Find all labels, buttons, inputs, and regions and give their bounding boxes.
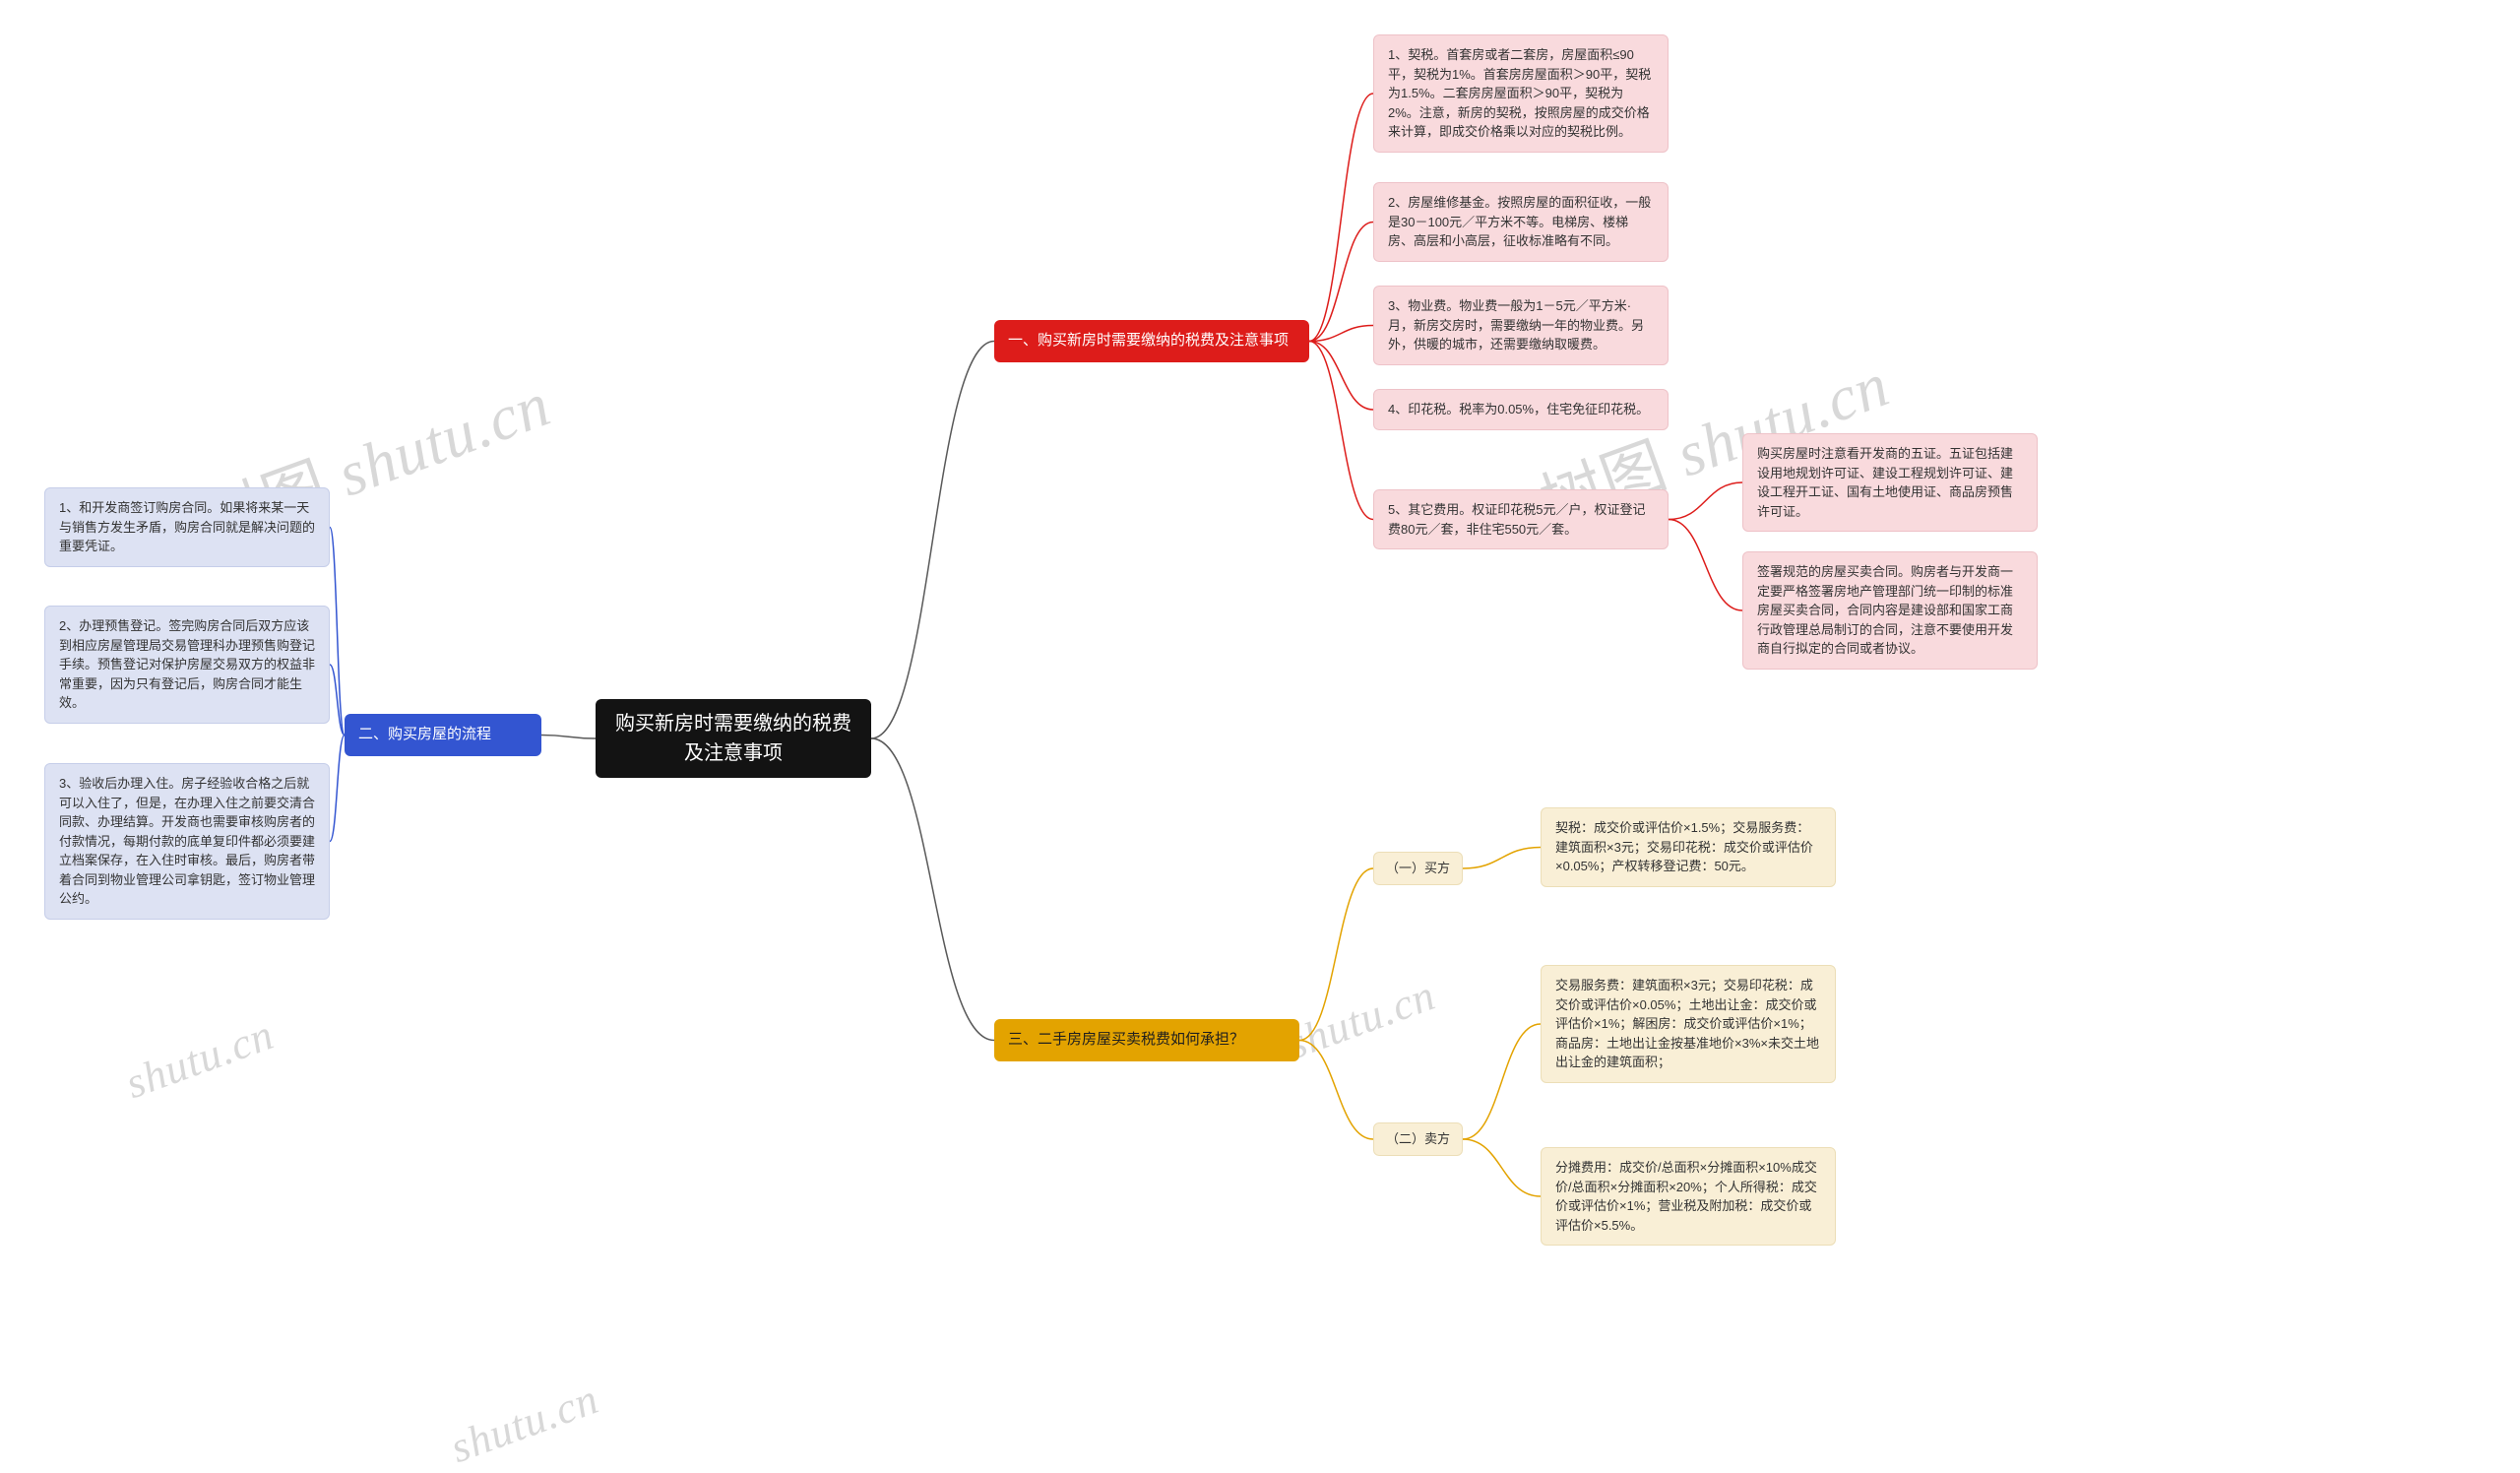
leaf-seller-detail-1[interactable]: 交易服务费：建筑面积×3元；交易印花税：成交价或评估价×0.05%；土地出让金：… (1541, 965, 1836, 1083)
leaf-seller[interactable]: （二）卖方 (1373, 1122, 1463, 1156)
leaf-deed-tax[interactable]: 1、契税。首套房或者二套房，房屋面积≤90平，契税为1%。首套房房屋面积＞90平… (1373, 34, 1669, 153)
leaf-five-certificates[interactable]: 购买房屋时注意看开发商的五证。五证包括建设用地规划许可证、建设工程规划许可证、建… (1742, 433, 2038, 532)
leaf-buyer[interactable]: （一）买方 (1373, 852, 1463, 885)
leaf-maintenance-fund[interactable]: 2、房屋维修基金。按照房屋的面积征收，一般是30－100元／平方米不等。电梯房、… (1373, 182, 1669, 262)
leaf-stamp-tax[interactable]: 4、印花税。税率为0.05%，住宅免征印花税。 (1373, 389, 1669, 430)
leaf-sign-contract[interactable]: 1、和开发商签订购房合同。如果将来某一天与销售方发生矛盾，购房合同就是解决问题的… (44, 487, 330, 567)
root-node[interactable]: 购买新房时需要缴纳的税费及注意事项 (596, 699, 871, 778)
watermark: shutu.cn (444, 1374, 605, 1473)
watermark: shutu.cn (1281, 970, 1442, 1069)
leaf-presale-registration[interactable]: 2、办理预售登记。签完购房合同后双方应该到相应房屋管理局交易管理科办理预售购登记… (44, 606, 330, 724)
leaf-buyer-detail[interactable]: 契税：成交价或评估价×1.5%；交易服务费：建筑面积×3元；交易印花税：成交价或… (1541, 807, 1836, 887)
watermark: shutu.cn (119, 1009, 281, 1109)
branch-new-house-taxes[interactable]: 一、购买新房时需要缴纳的税费及注意事项 (994, 320, 1309, 362)
leaf-other-fees[interactable]: 5、其它费用。权证印花税5元／户，权证登记费80元／套，非住宅550元／套。 (1373, 489, 1669, 549)
leaf-standard-contract[interactable]: 签署规范的房屋买卖合同。购房者与开发商一定要严格签署房地产管理部门统一印制的标准… (1742, 551, 2038, 670)
branch-second-hand-taxes[interactable]: 三、二手房房屋买卖税费如何承担？ (994, 1019, 1299, 1061)
branch-purchase-process[interactable]: 二、购买房屋的流程 (345, 714, 541, 756)
leaf-property-fee[interactable]: 3、物业费。物业费一般为1－5元／平方米·月，新房交房时，需要缴纳一年的物业费。… (1373, 286, 1669, 365)
leaf-acceptance-move-in[interactable]: 3、验收后办理入住。房子经验收合格之后就可以入住了，但是，在办理入住之前要交清合… (44, 763, 330, 920)
leaf-seller-detail-2[interactable]: 分摊费用：成交价/总面积×分摊面积×10%成交价/总面积×分摊面积×20%；个人… (1541, 1147, 1836, 1246)
